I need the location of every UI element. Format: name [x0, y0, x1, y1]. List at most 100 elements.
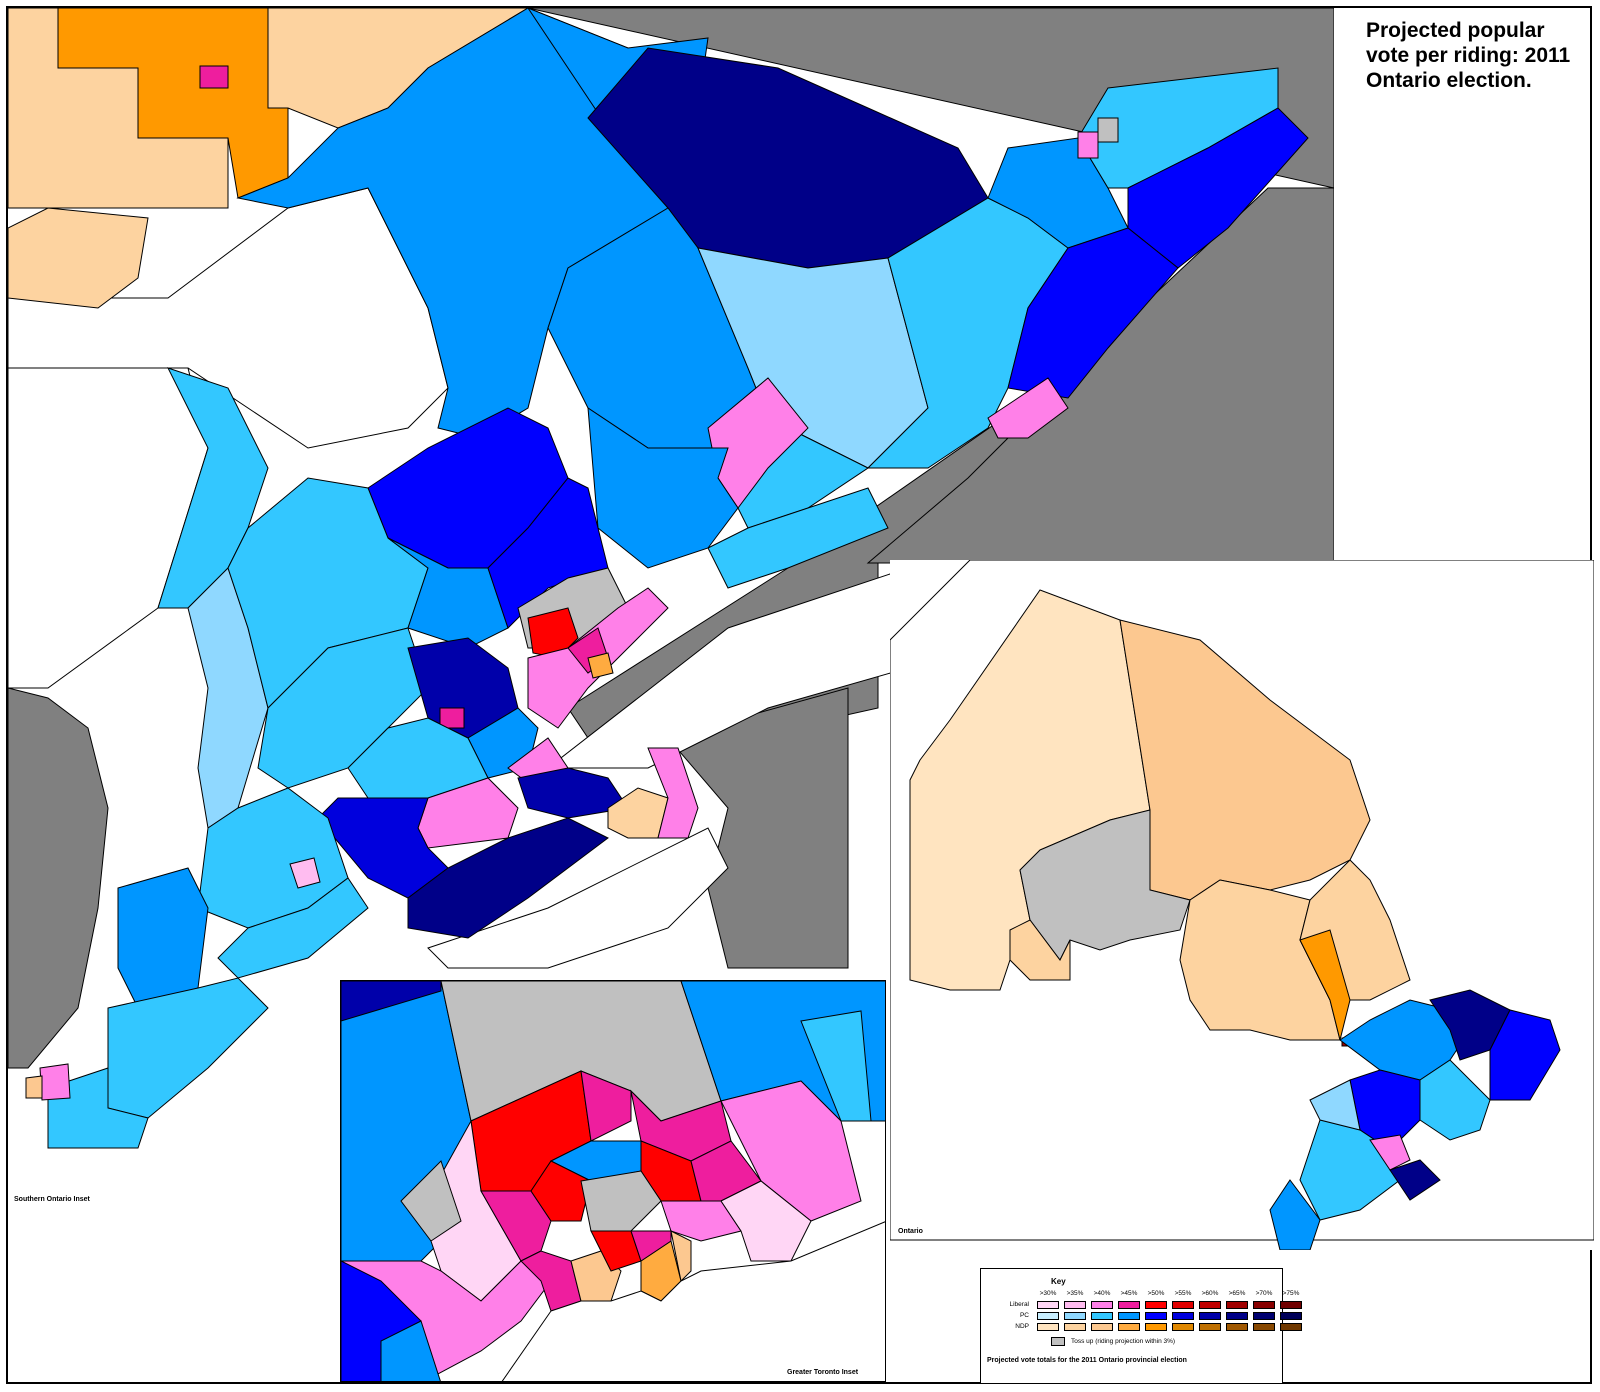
riding-pc-ottawa-area [987, 137, 1129, 249]
legend-threshold-label: >35% [1066, 1290, 1084, 1297]
legend-footer: Projected vote totals for the 2011 Ontar… [987, 1357, 1187, 1364]
lake-erie [427, 827, 729, 969]
riding-pc-norfolk-strong [407, 817, 609, 939]
riding-pc-north-strong [341, 981, 442, 1022]
legend-party-label: NDP [1015, 1323, 1029, 1330]
riding-liberal-london [289, 857, 321, 889]
legend-swatch [1037, 1301, 1059, 1309]
legend-swatch [1280, 1323, 1302, 1331]
legend-swatch [1091, 1323, 1113, 1331]
legend-swatch [1280, 1312, 1302, 1320]
riding-liberal-45-north [199, 65, 229, 89]
legend-threshold-label: >65% [1228, 1290, 1246, 1297]
riding-ndp-windsor [25, 1075, 43, 1099]
riding-ndp-light-manitoulin [8, 207, 149, 309]
riding-ndp-beaches [670, 1230, 692, 1283]
legend-swatch [1226, 1312, 1248, 1320]
riding-liberal-etobicoke [480, 1190, 552, 1262]
legend-threshold-label: >45% [1120, 1290, 1138, 1297]
legend-swatch [1253, 1301, 1275, 1309]
toronto-inset: Greater Toronto Inset [340, 980, 886, 1382]
riding-tossup-brampton [400, 1160, 462, 1242]
riding-liberal-kingston [987, 377, 1069, 439]
legend-swatch [1091, 1312, 1113, 1320]
map-legend: Key >30% >35% >40% >45% >50% >55% >60% >65% >70%… [980, 1268, 1302, 1384]
legend-swatch [1253, 1323, 1275, 1331]
legend-swatch [1118, 1323, 1140, 1331]
legend-threshold-label: >30% [1039, 1290, 1057, 1297]
legend-threshold-label: >40% [1093, 1290, 1111, 1297]
riding-pc-dufferin [387, 537, 509, 649]
riding-liberal-niagara-falls [647, 747, 699, 839]
toronto-inset-svg [341, 981, 885, 1381]
legend-threshold-label: >75% [1282, 1290, 1300, 1297]
legend-swatch [1199, 1312, 1221, 1320]
legend-swatch [1172, 1312, 1194, 1320]
michigan-land [8, 687, 109, 1069]
riding-pc-elgin [217, 877, 369, 979]
legend-swatch [1280, 1301, 1302, 1309]
legend-swatch [1118, 1312, 1140, 1320]
riding-liberal-kitchener [439, 707, 465, 729]
legend-swatch [1199, 1323, 1221, 1331]
toronto-inset-label: Greater Toronto Inset [787, 1369, 859, 1376]
legend-swatch [1118, 1301, 1140, 1309]
legend-swatch [1199, 1301, 1221, 1309]
riding-pc-northumberland [587, 407, 739, 569]
legend-swatch [1172, 1323, 1194, 1331]
riding-pc-niagara-inset [1389, 1159, 1441, 1201]
legend-swatch [1064, 1323, 1086, 1331]
riding-ndp-nickel-belt [1299, 929, 1351, 1041]
riding-liberal-windsor [39, 1063, 71, 1101]
map-title: Projected popular vote per riding: 2011 … [1366, 19, 1571, 92]
legend-threshold-label: >60% [1201, 1290, 1219, 1297]
riding-tossup-toronto-mid [580, 1170, 662, 1232]
riding-pc-oakville-2 [380, 1320, 441, 1381]
legend-threshold-label: >55% [1174, 1290, 1192, 1297]
legend-title: Key [1051, 1277, 1066, 1286]
riding-pc-essex [47, 1067, 149, 1149]
legend-party-label: PC [1019, 1312, 1029, 1319]
legend-swatch [1064, 1312, 1086, 1320]
usa-east-land [866, 187, 1334, 564]
legend-swatch [1226, 1323, 1248, 1331]
riding-pc-chatham [107, 977, 269, 1119]
legend-party-label: Liberal [1009, 1301, 1029, 1308]
riding-liberal-richmond [580, 1070, 632, 1142]
riding-pc-glengarry [1007, 227, 1179, 399]
riding-liberal-ottawa [1077, 131, 1099, 159]
riding-pc-bruce-inset [1309, 1079, 1361, 1131]
legend-swatch [1037, 1323, 1059, 1331]
riding-pc-durham-light [707, 487, 889, 589]
legend-swatch [1145, 1323, 1167, 1331]
legend-swatch [1091, 1301, 1113, 1309]
legend-swatch [1253, 1312, 1275, 1320]
legend-threshold-label: >70% [1255, 1290, 1273, 1297]
riding-ndp-toronto [587, 652, 614, 679]
legend-swatch [1145, 1301, 1167, 1309]
riding-pc-sw-inset [1269, 1179, 1321, 1250]
southern-ontario-svg [8, 8, 1334, 1149]
riding-ndp-thunder-bay [1009, 919, 1071, 981]
riding-liberal-toronto-red-2 [590, 1230, 642, 1272]
riding-pc-lambton [117, 867, 209, 1009]
lake-huron-south [8, 367, 209, 689]
legend-swatch [1145, 1312, 1167, 1320]
riding-liberal-downtown [630, 1230, 672, 1262]
lake-ontario-inset [501, 1221, 885, 1381]
ontario-inset-label: Ontario [898, 1228, 923, 1235]
riding-tossup-ottawa [1097, 117, 1119, 143]
legend-swatch [1064, 1301, 1086, 1309]
legend-tossup-swatch [1051, 1337, 1065, 1346]
riding-pc-durham [800, 1010, 872, 1122]
ontario-inset-svg [890, 560, 1594, 1250]
legend-threshold-label: >50% [1147, 1290, 1165, 1297]
southern-ontario-map: Southern Ontario Inset [8, 8, 1334, 1234]
legend-swatch [1226, 1301, 1248, 1309]
riding-liberal-gta-inset [1369, 1134, 1411, 1171]
ontario-inset: Ontario [890, 560, 1594, 1250]
legend-swatch [1172, 1301, 1194, 1309]
southern-inset-label: Southern Ontario Inset [14, 1196, 90, 1203]
usa-south-land [667, 687, 849, 969]
legend-tossup-label: Toss up (riding projection within 3%) [1071, 1338, 1176, 1345]
